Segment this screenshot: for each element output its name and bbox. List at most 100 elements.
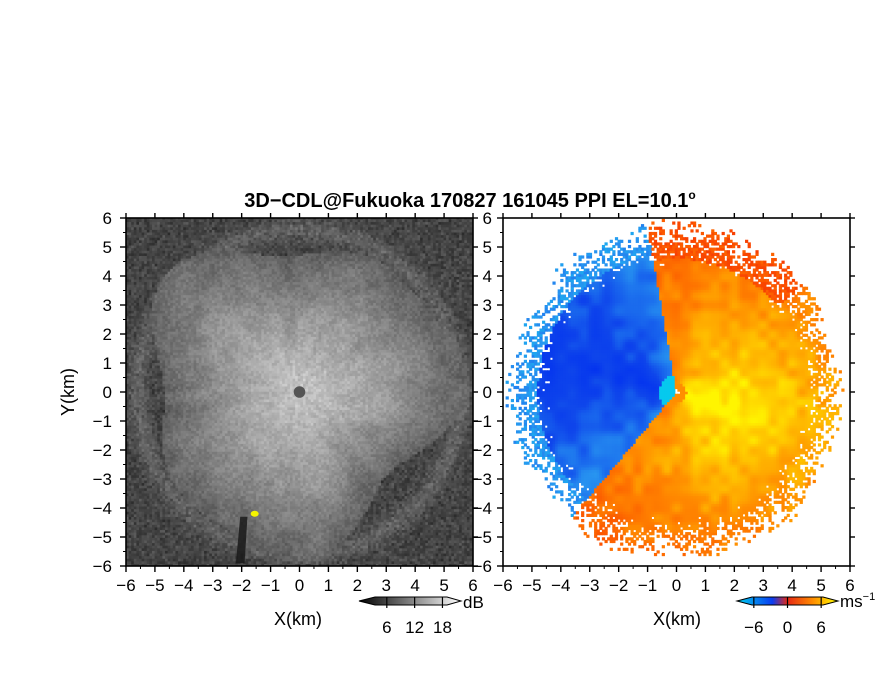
intensity-cell bbox=[159, 336, 164, 340]
intensity-cell bbox=[157, 263, 161, 267]
intensity-cell bbox=[154, 505, 158, 510]
intensity-cell bbox=[144, 291, 148, 296]
intensity-cell bbox=[136, 398, 140, 403]
intensity-cell bbox=[149, 323, 153, 327]
intensity-cell bbox=[159, 323, 164, 327]
intensity-cell bbox=[144, 383, 148, 387]
intensity-cell bbox=[154, 485, 158, 489]
intensity-cell bbox=[146, 529, 151, 533]
intensity-cell bbox=[136, 529, 140, 533]
intensity-cell bbox=[131, 511, 135, 515]
intensity-cell bbox=[146, 278, 151, 283]
intensity-cell bbox=[149, 490, 153, 494]
intensity-cell bbox=[141, 344, 145, 348]
intensity-cell bbox=[133, 406, 138, 410]
intensity-cell bbox=[159, 513, 164, 517]
intensity-cell bbox=[149, 265, 153, 270]
intensity-cell bbox=[162, 443, 166, 447]
intensity-cell bbox=[131, 351, 135, 356]
intensity-cell bbox=[144, 242, 148, 246]
intensity-cell bbox=[157, 409, 161, 413]
intensity-cell bbox=[149, 218, 153, 223]
intensity-cell bbox=[162, 414, 166, 418]
intensity-cell bbox=[162, 563, 166, 566]
intensity-cell bbox=[141, 346, 145, 350]
intensity-cell bbox=[152, 244, 156, 249]
intensity-cell bbox=[162, 469, 166, 473]
intensity-cell bbox=[149, 359, 153, 364]
intensity-cell bbox=[139, 513, 143, 517]
intensity-cell bbox=[146, 231, 151, 236]
intensity-cell bbox=[157, 299, 161, 303]
intensity-cell bbox=[139, 474, 143, 478]
intensity-cell bbox=[139, 323, 143, 327]
intensity-cell bbox=[152, 487, 156, 491]
intensity-cell bbox=[152, 218, 156, 223]
intensity-cell bbox=[136, 448, 140, 452]
intensity-cell bbox=[144, 464, 148, 468]
intensity-cell bbox=[141, 492, 145, 497]
intensity-cell bbox=[133, 511, 138, 515]
intensity-cell bbox=[139, 560, 143, 564]
intensity-cell bbox=[131, 534, 135, 538]
intensity-cell bbox=[144, 336, 148, 340]
intensity-cell bbox=[131, 505, 135, 510]
intensity-cell bbox=[146, 398, 151, 403]
intensity-cell bbox=[141, 244, 145, 249]
intensity-cell bbox=[149, 310, 153, 314]
intensity-cell bbox=[144, 328, 148, 332]
intensity-cell bbox=[136, 302, 140, 306]
intensity-cell bbox=[162, 422, 166, 426]
intensity-cell bbox=[141, 302, 145, 306]
intensity-cell bbox=[128, 289, 132, 293]
intensity-cell bbox=[133, 393, 138, 397]
intensity-cell bbox=[136, 338, 140, 343]
intensity-cell bbox=[146, 344, 151, 348]
intensity-cell bbox=[159, 391, 164, 395]
intensity-cell bbox=[154, 547, 158, 551]
intensity-cell bbox=[152, 472, 156, 476]
intensity-cell bbox=[146, 294, 151, 298]
intensity-cell bbox=[128, 218, 132, 223]
intensity-cell bbox=[141, 438, 145, 442]
intensity-cell bbox=[146, 500, 151, 504]
intensity-cell bbox=[159, 263, 164, 267]
intensity-cell bbox=[128, 252, 132, 256]
intensity-cell bbox=[126, 370, 130, 374]
intensity-cell bbox=[162, 388, 166, 392]
intensity-cell bbox=[136, 294, 140, 298]
intensity-cell bbox=[133, 485, 138, 489]
intensity-cell bbox=[159, 318, 164, 322]
intensity-cell bbox=[131, 362, 135, 366]
intensity-cell bbox=[162, 485, 166, 489]
intensity-cell bbox=[152, 305, 156, 309]
intensity-cell bbox=[152, 391, 156, 395]
intensity-cell bbox=[136, 401, 140, 405]
intensity-cell bbox=[146, 221, 151, 225]
intensity-cell bbox=[139, 244, 143, 249]
intensity-cell bbox=[139, 430, 143, 434]
intensity-cell bbox=[133, 398, 138, 403]
intensity-cell bbox=[149, 409, 153, 413]
intensity-cell bbox=[157, 258, 161, 262]
intensity-cell bbox=[136, 539, 140, 544]
intensity-cell bbox=[157, 276, 161, 280]
intensity-cell bbox=[126, 291, 130, 296]
intensity-cell bbox=[152, 443, 156, 447]
intensity-cell bbox=[126, 537, 130, 541]
intensity-cell bbox=[136, 461, 140, 465]
intensity-cell bbox=[162, 276, 166, 280]
intensity-cell bbox=[149, 425, 153, 429]
intensity-cell bbox=[128, 458, 132, 463]
intensity-cell bbox=[162, 532, 166, 536]
intensity-cell bbox=[144, 359, 148, 364]
intensity-cell bbox=[133, 367, 138, 371]
intensity-cell bbox=[139, 286, 143, 290]
intensity-cell bbox=[149, 370, 153, 374]
intensity-cell bbox=[162, 315, 166, 319]
intensity-cell bbox=[149, 432, 153, 437]
intensity-cell bbox=[136, 469, 140, 473]
intensity-cell bbox=[162, 550, 166, 554]
intensity-cell bbox=[141, 490, 145, 494]
intensity-cell bbox=[133, 258, 138, 262]
